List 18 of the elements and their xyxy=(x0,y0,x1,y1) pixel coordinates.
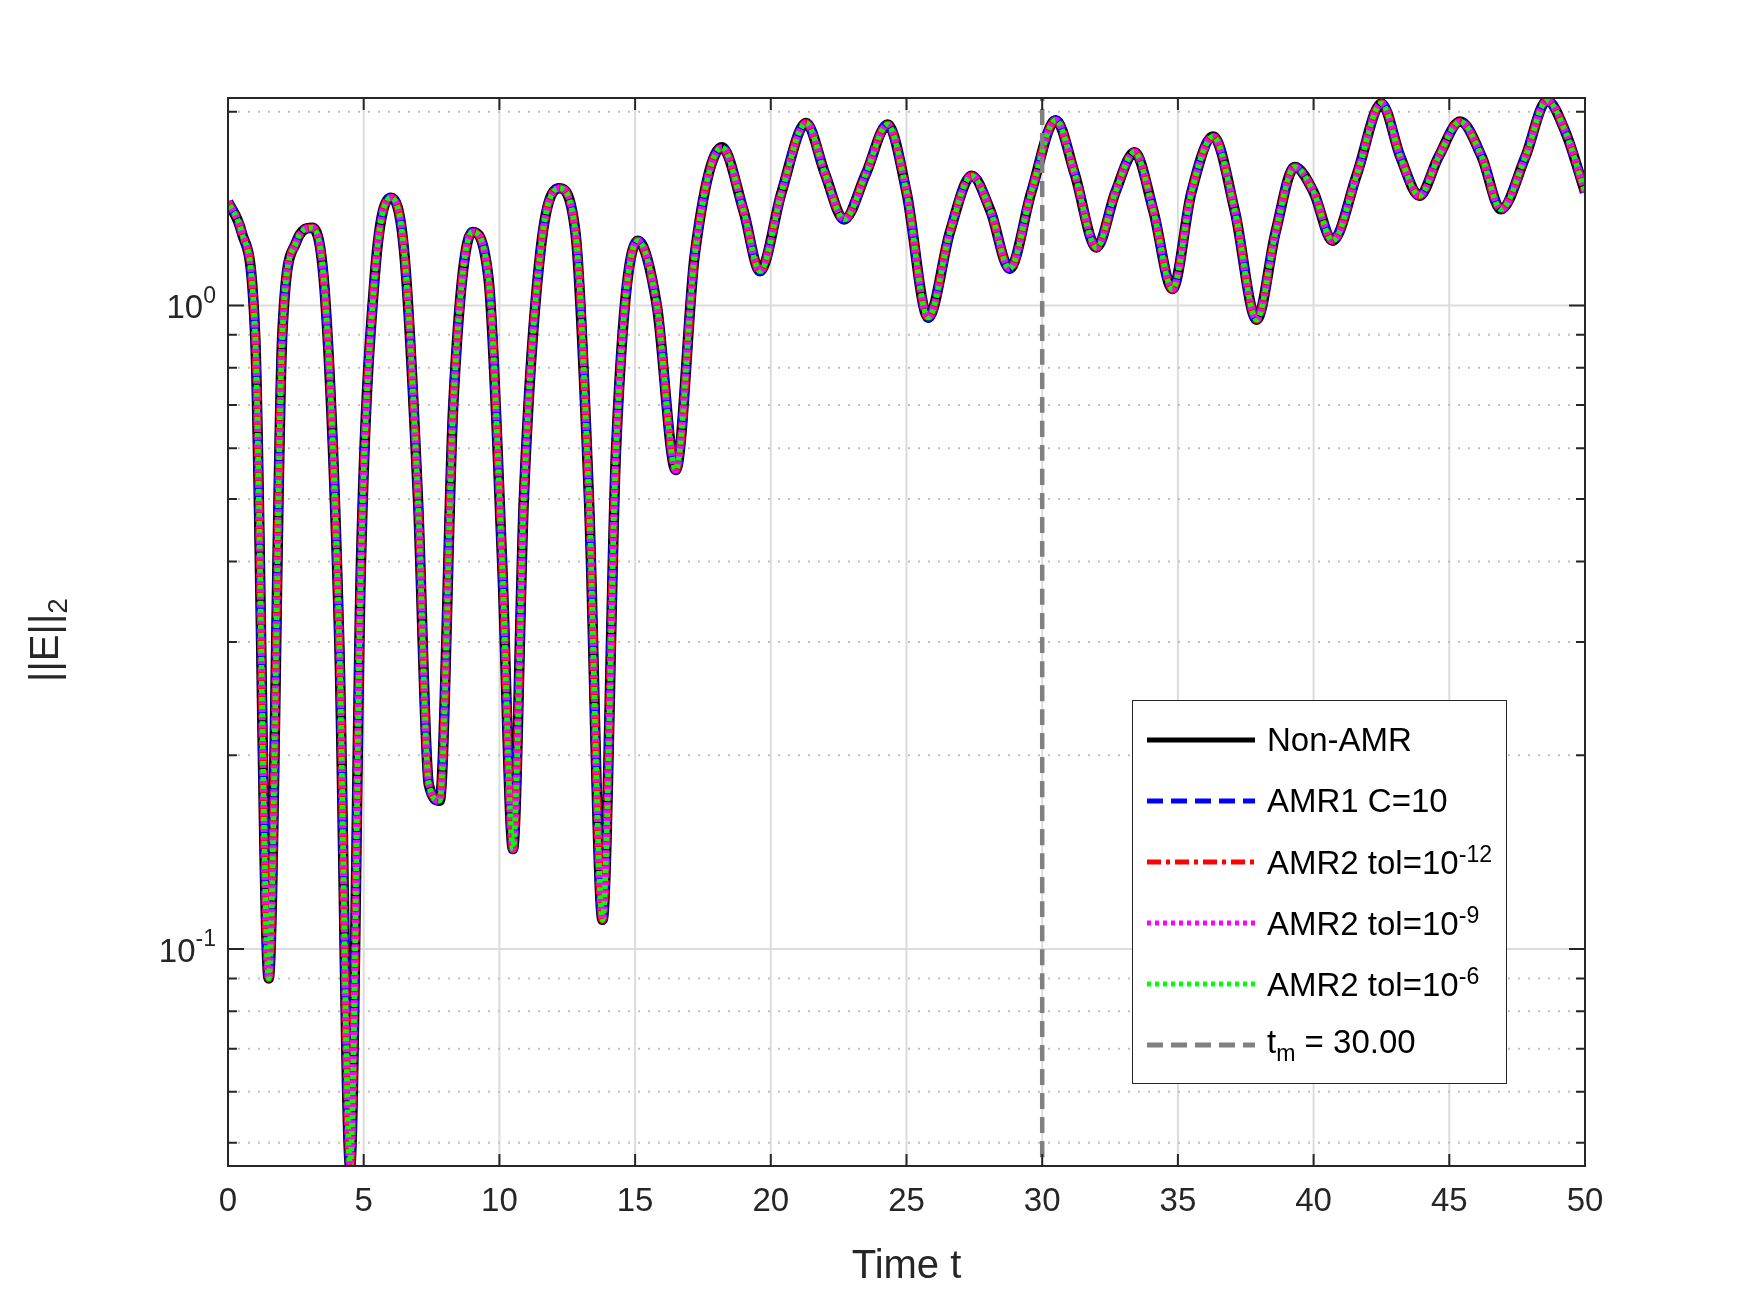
x-tick-label: 10 xyxy=(481,1180,518,1218)
legend-label: t$_{m}$ = 30.00 xyxy=(1267,1022,1416,1067)
legend-label: AMR2 tol=10$^{-6}$ xyxy=(1267,963,1480,1004)
legend-label: AMR1 C=10 xyxy=(1267,781,1448,820)
legend-label: AMR2 tol=10$^{-12}$ xyxy=(1267,841,1493,882)
x-axis-title: Time t xyxy=(851,1242,962,1287)
x-tick-label: 50 xyxy=(1566,1180,1604,1218)
x-tick-label: 0 xyxy=(218,1180,238,1218)
x-tick-label: 5 xyxy=(354,1180,373,1218)
x-tick-label: 25 xyxy=(888,1180,925,1218)
x-tick-label: 45 xyxy=(1430,1180,1468,1218)
x-tick-label: 15 xyxy=(616,1180,654,1218)
x-tick-label: 20 xyxy=(752,1180,790,1218)
x-tick-label: 35 xyxy=(1159,1180,1197,1218)
legend-label: Non-AMR xyxy=(1267,720,1412,759)
x-tick-label: 30 xyxy=(1023,1180,1061,1218)
x-tick-label: 40 xyxy=(1295,1180,1332,1218)
legend-label: AMR2 tol=10$^{-9}$ xyxy=(1267,902,1480,943)
